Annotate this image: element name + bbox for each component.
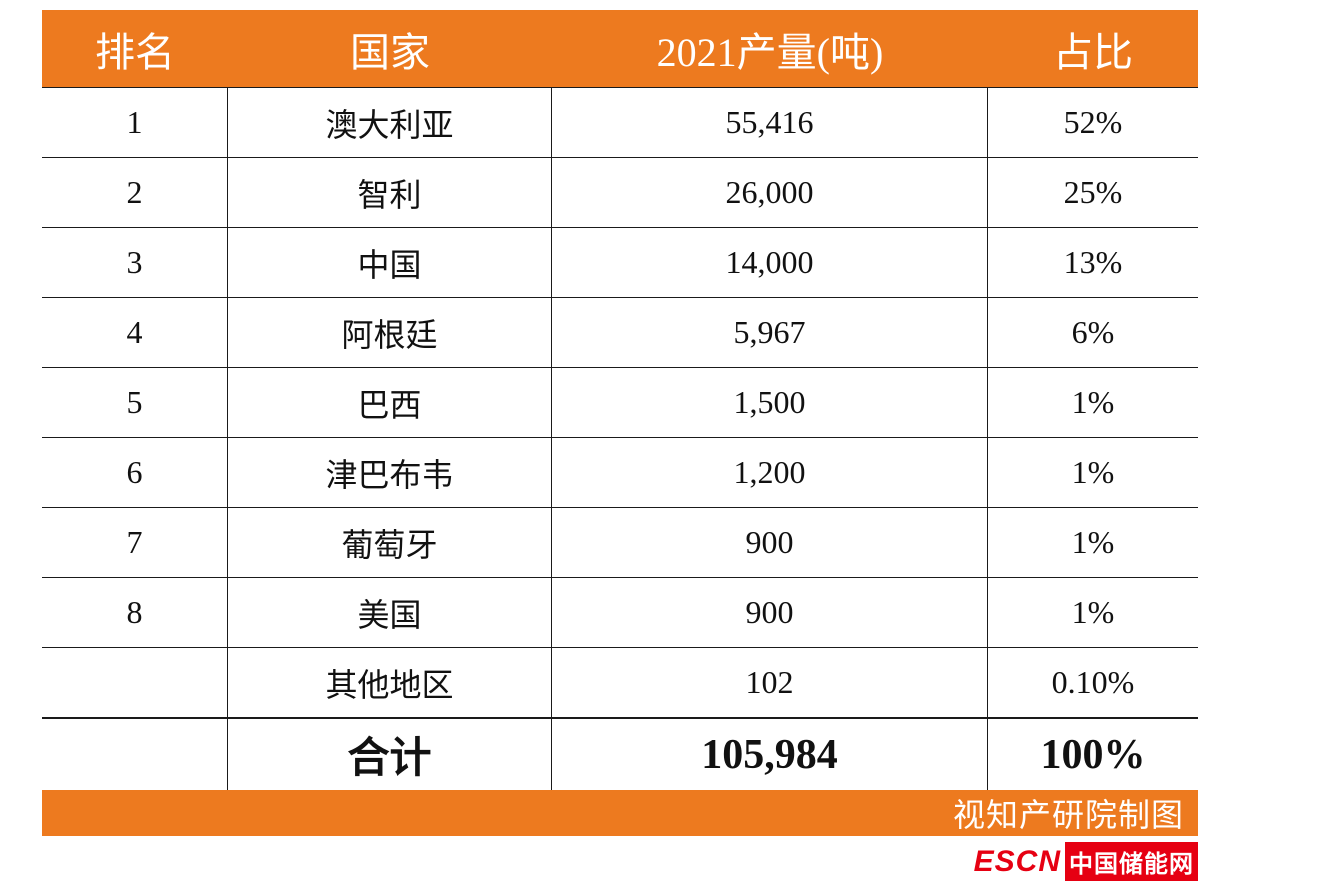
cell-share: 100% bbox=[1040, 731, 1146, 778]
cell-share: 0.10% bbox=[1051, 664, 1135, 700]
cell-rank: 3 bbox=[42, 228, 228, 297]
cell-share: 1% bbox=[1071, 524, 1115, 560]
table-row: 8 美国 900 1% bbox=[42, 578, 1198, 648]
cell-rank: 1 bbox=[42, 88, 228, 157]
production-table: 排名 国家 2021产量(吨) 占比 1 澳大利亚 55,416 52% 2 智… bbox=[42, 10, 1198, 836]
cell-share: 1% bbox=[1071, 384, 1115, 420]
credit-text: 视知产研院制图 bbox=[952, 797, 1184, 833]
cell-share: 1% bbox=[1071, 454, 1115, 490]
credit-bar: 视知产研院制图 bbox=[42, 790, 1198, 836]
cell-output: 26,000 bbox=[552, 158, 988, 227]
table-row: 6 津巴布韦 1,200 1% bbox=[42, 438, 1198, 508]
table-header-row: 排名 国家 2021产量(吨) 占比 bbox=[42, 10, 1198, 88]
table-row-total: 合计 105,984 100% bbox=[42, 718, 1198, 790]
cell-country: 中国 bbox=[228, 228, 552, 297]
cell-rank: 7 bbox=[42, 508, 228, 577]
cell-rank: 8 bbox=[42, 578, 228, 647]
cell-share: 6% bbox=[1071, 314, 1115, 350]
escn-logo-cn: 中国储能网 bbox=[1065, 842, 1198, 881]
table-row-other-regions: 其他地区 102 0.10% bbox=[42, 648, 1198, 718]
cell-country: 其他地区 bbox=[228, 648, 552, 717]
table-row: 3 中国 14,000 13% bbox=[42, 228, 1198, 298]
cell-rank bbox=[42, 648, 228, 717]
header-rank: 排名 bbox=[95, 29, 175, 75]
cell-share: 13% bbox=[1063, 244, 1123, 280]
cell-share: 25% bbox=[1063, 174, 1123, 210]
cell-rank bbox=[42, 719, 228, 790]
cell-rank: 5 bbox=[42, 368, 228, 437]
table-row: 5 巴西 1,500 1% bbox=[42, 368, 1198, 438]
header-share: 占比 bbox=[1053, 29, 1133, 75]
cell-country: 津巴布韦 bbox=[228, 438, 552, 507]
cell-output: 14,000 bbox=[552, 228, 988, 297]
cell-output: 1,200 bbox=[552, 438, 988, 507]
cell-country: 美国 bbox=[228, 578, 552, 647]
cell-country: 智利 bbox=[228, 158, 552, 227]
cell-country: 阿根廷 bbox=[228, 298, 552, 367]
cell-country: 合计 bbox=[228, 719, 552, 790]
cell-output: 1,500 bbox=[552, 368, 988, 437]
cell-country: 葡萄牙 bbox=[228, 508, 552, 577]
cell-country: 澳大利亚 bbox=[228, 88, 552, 157]
cell-output: 105,984 bbox=[552, 719, 988, 790]
header-country: 国家 bbox=[350, 29, 430, 75]
cell-output: 55,416 bbox=[552, 88, 988, 157]
cell-country: 巴西 bbox=[228, 368, 552, 437]
table-row: 4 阿根廷 5,967 6% bbox=[42, 298, 1198, 368]
cell-rank: 4 bbox=[42, 298, 228, 367]
cell-share: 1% bbox=[1071, 594, 1115, 630]
cell-share: 52% bbox=[1063, 104, 1123, 140]
cell-output: 5,967 bbox=[552, 298, 988, 367]
cell-output: 102 bbox=[552, 648, 988, 717]
table-row: 1 澳大利亚 55,416 52% bbox=[42, 88, 1198, 158]
header-output: 2021产量(吨) bbox=[656, 29, 884, 75]
cell-rank: 6 bbox=[42, 438, 228, 507]
cell-output: 900 bbox=[552, 508, 988, 577]
table-row: 2 智利 26,000 25% bbox=[42, 158, 1198, 228]
escn-logo: ESCN 中国储能网 bbox=[974, 842, 1198, 881]
escn-logo-en: ESCN bbox=[973, 844, 1061, 878]
table-row: 7 葡萄牙 900 1% bbox=[42, 508, 1198, 578]
cell-rank: 2 bbox=[42, 158, 228, 227]
cell-output: 900 bbox=[552, 578, 988, 647]
